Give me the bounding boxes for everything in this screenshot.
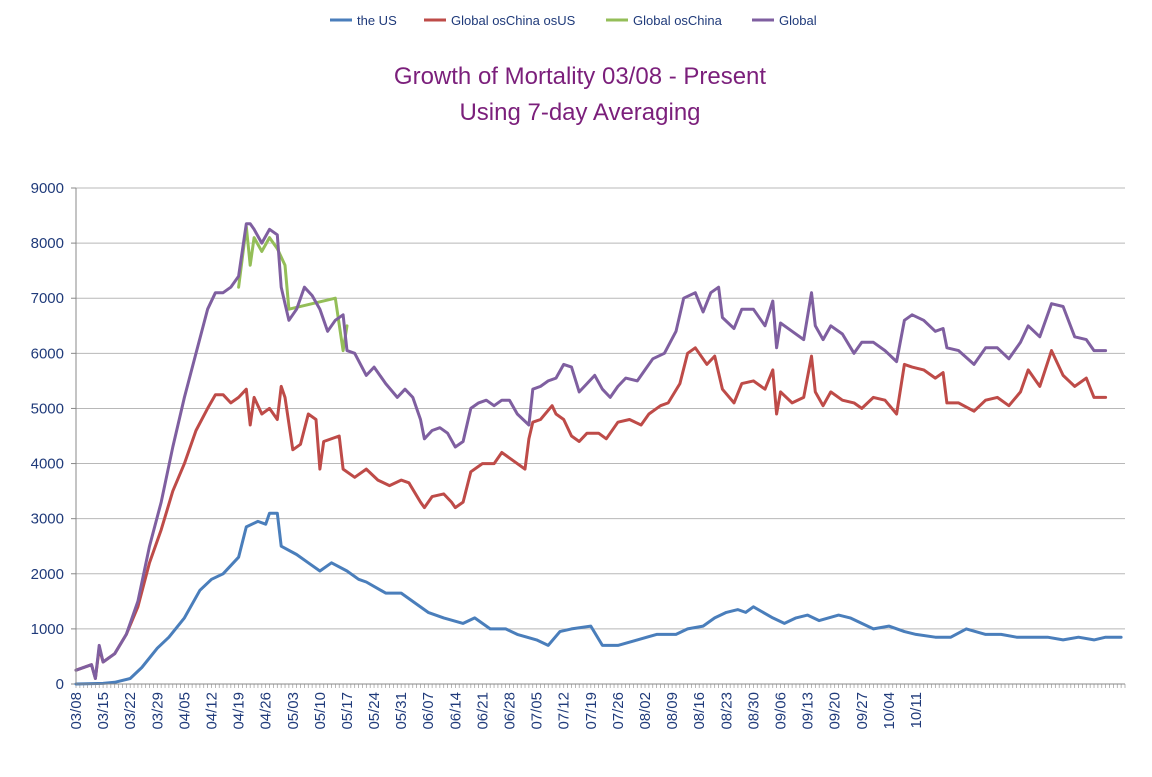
- x-tick-label: 03/29: [149, 692, 166, 730]
- chart-subtitle: Using 7-day Averaging: [459, 99, 700, 126]
- x-tick-label: 06/28: [502, 692, 519, 730]
- y-tick-label: 4000: [31, 456, 64, 473]
- x-tick-label: 08/09: [664, 692, 681, 730]
- legend-label: Global osChina osUS: [451, 13, 576, 28]
- x-tick-label: 05/24: [366, 692, 383, 730]
- x-tick-label: 03/08: [68, 692, 85, 730]
- series-line-1: [74, 511, 1123, 686]
- legend-label: the US: [357, 13, 397, 28]
- x-tick-label: 07/12: [556, 692, 573, 730]
- y-tick-label: 6000: [31, 345, 64, 362]
- series-line-3: [237, 225, 349, 353]
- x-tick-label: 03/15: [95, 692, 112, 730]
- x-tick-label: 03/22: [122, 692, 139, 730]
- x-tick-label: 04/05: [176, 692, 193, 730]
- x-tick-label: 07/05: [529, 692, 546, 730]
- x-tick-label: 09/13: [800, 692, 817, 730]
- x-tick-label: 08/16: [691, 692, 708, 730]
- x-tick-label: 05/03: [285, 692, 302, 730]
- y-tick-label: 7000: [31, 290, 64, 307]
- chart-title: Growth of Mortality 03/08 - Present: [394, 63, 766, 90]
- legend-label: Global: [779, 13, 817, 28]
- chart-legend: the US Global osChina osUS Global osChina G…: [330, 13, 817, 28]
- x-tick-label: 05/10: [312, 692, 329, 730]
- x-tick-label: 07/19: [583, 692, 600, 730]
- x-tick-label: 07/26: [610, 692, 627, 730]
- legend-label: Global osChina: [633, 13, 723, 28]
- x-tick-label: 04/19: [231, 692, 248, 730]
- x-tick-label: 10/11: [908, 692, 925, 728]
- x-tick-label: 08/30: [745, 692, 762, 730]
- y-tick-label: 3000: [31, 511, 64, 528]
- x-tick-label: 06/14: [447, 692, 464, 730]
- x-axis-ticks: 03/08 03/15 03/22 03/29 04/05 04/12 04/19 04/26…: [68, 684, 1126, 730]
- x-tick-label: 06/07: [420, 692, 437, 730]
- series-line-4: [74, 222, 1108, 680]
- y-gridlines: [76, 187, 1125, 630]
- y-tick-label: 1000: [31, 621, 64, 638]
- x-tick-label: 04/26: [258, 692, 275, 730]
- x-tick-label: 09/27: [854, 692, 871, 730]
- x-tick-label: 05/31: [393, 692, 410, 730]
- series-line-2: [74, 346, 1108, 680]
- x-tick-label: 08/02: [637, 692, 654, 730]
- y-axis-ticks: 0 1000 2000 3000 4000 5000 6000 7000 8000 9000: [31, 180, 76, 693]
- y-tick-label: 0: [56, 676, 64, 693]
- x-tick-label: 06/21: [474, 692, 491, 730]
- x-tick-label: 05/17: [339, 692, 356, 730]
- y-tick-label: 5000: [31, 400, 64, 417]
- x-tick-label: 10/04: [881, 692, 898, 730]
- x-tick-label: 04/12: [203, 692, 220, 730]
- y-tick-label: 8000: [31, 235, 64, 252]
- series-lines: [74, 222, 1123, 686]
- x-tick-label: 08/23: [718, 692, 735, 730]
- x-tick-label: 09/06: [772, 692, 789, 730]
- x-tick-label: 09/20: [827, 692, 844, 730]
- y-tick-label: 2000: [31, 566, 64, 583]
- y-tick-label: 9000: [31, 180, 64, 197]
